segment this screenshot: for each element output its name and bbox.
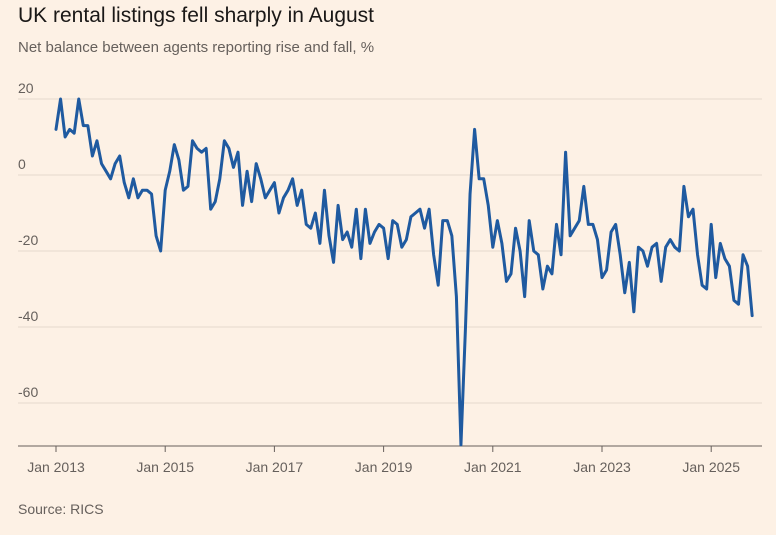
x-tick-label: Jan 2013 [27, 459, 85, 475]
y-tick-label: 20 [18, 80, 34, 96]
y-tick-label: 0 [18, 156, 26, 172]
y-axis-ticks: 20 0 -20 -40 -60 [18, 80, 38, 400]
source-note: Source: RICS [18, 501, 104, 517]
x-tick-label: Jan 2025 [682, 459, 740, 475]
x-tick-label: Jan 2019 [355, 459, 413, 475]
x-tick-label: Jan 2015 [136, 459, 194, 475]
x-tick-label: Jan 2017 [246, 459, 304, 475]
series [54, 97, 754, 447]
gridlines [18, 98, 762, 447]
series-line [54, 97, 754, 447]
chart-subtitle: Net balance between agents reporting ris… [18, 39, 375, 56]
chart-title: UK rental listings fell sharply in Augus… [18, 4, 375, 27]
x-tick-label: Jan 2023 [573, 459, 631, 475]
y-tick-label: -60 [18, 384, 38, 400]
x-tick-label: Jan 2021 [464, 459, 522, 475]
x-axis-ticks: Jan 2013 Jan 2015 Jan 2017 Jan 2019 Jan 2021… [27, 446, 740, 475]
y-tick-label: -40 [18, 308, 38, 324]
y-tick-label: -20 [18, 232, 38, 248]
